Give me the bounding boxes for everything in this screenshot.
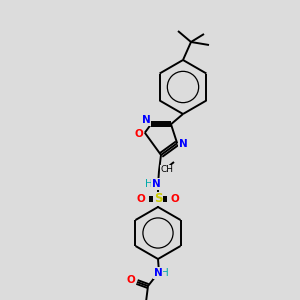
Text: N: N bbox=[152, 179, 160, 189]
Text: N: N bbox=[179, 139, 188, 149]
Text: H: H bbox=[145, 179, 153, 189]
Text: H: H bbox=[161, 268, 169, 278]
Text: O: O bbox=[134, 129, 143, 139]
Text: O: O bbox=[136, 194, 146, 204]
Text: O: O bbox=[171, 194, 179, 204]
Text: O: O bbox=[127, 275, 135, 285]
Text: N: N bbox=[142, 115, 150, 125]
Text: N: N bbox=[154, 268, 162, 278]
Text: CH: CH bbox=[160, 166, 173, 175]
Text: S: S bbox=[154, 193, 162, 206]
